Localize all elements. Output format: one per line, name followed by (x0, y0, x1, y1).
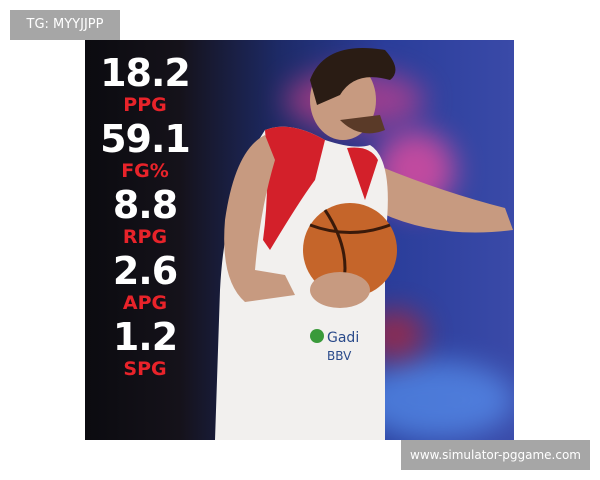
stat-value: 59.1 (100, 117, 191, 161)
stat-apg: 2.6 APG (85, 252, 205, 316)
svg-text:BBV: BBV (327, 349, 352, 363)
stat-value: 18.2 (100, 51, 191, 95)
stat-label: RPG (122, 226, 168, 248)
stat-label: FG% (121, 160, 169, 182)
stat-label: SPG (123, 358, 167, 380)
player-photo: Gadi BBV 18.2 PPG 59.1 FG% 8.8 RPG 2.6 APG 1… (85, 40, 514, 440)
stat-value: 1.2 (112, 315, 178, 359)
svg-text:Gadi: Gadi (327, 330, 359, 346)
stat-ppg: 18.2 PPG (85, 54, 205, 118)
telegram-tag-label: TG: MYYJJPP (10, 10, 120, 40)
stat-value: 8.8 (112, 183, 178, 227)
stat-label: APG (122, 292, 168, 314)
stat-value: 2.6 (112, 249, 178, 293)
stat-fg: 59.1 FG% (85, 120, 205, 184)
stats-overlay: 18.2 PPG 59.1 FG% 8.8 RPG 2.6 APG 1.2 SPG (85, 54, 205, 384)
stat-rpg: 8.8 RPG (85, 186, 205, 250)
website-watermark: www.simulator-pggame.com (401, 440, 590, 470)
player-figure: Gadi BBV (215, 48, 513, 440)
stat-spg: 1.2 SPG (85, 318, 205, 382)
stat-label: PPG (123, 94, 167, 116)
